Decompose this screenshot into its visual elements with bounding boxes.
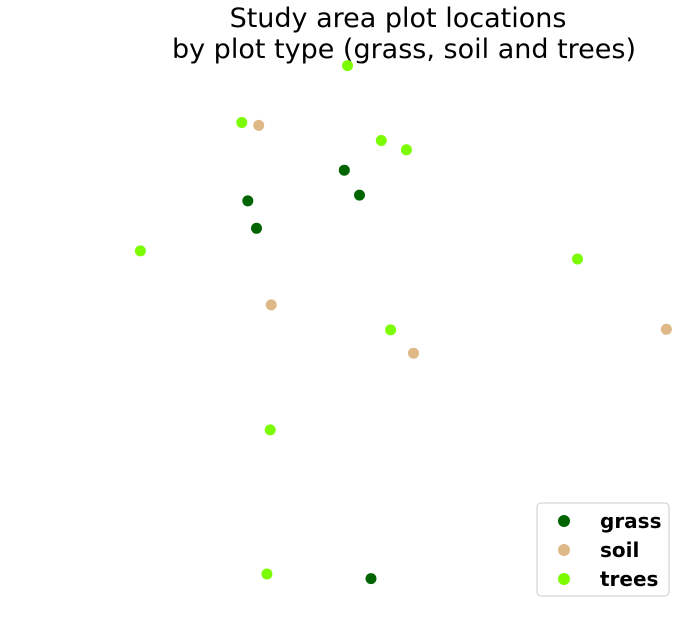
point-trees-9 [261, 568, 273, 580]
legend-marker-grass [558, 515, 570, 527]
chart-title: Study area plot locations by plot type (… [172, 3, 636, 65]
point-trees-6 [572, 253, 583, 265]
point-soil-2 [265, 299, 277, 311]
point-trees-1 [342, 60, 353, 72]
legend-frame [536, 502, 670, 597]
chart-title-line-1: Study area plot locations [230, 3, 567, 34]
plot-points [134, 60, 672, 585]
chart-title-line-2: by plot type (grass, soil and trees) [172, 34, 636, 65]
legend-entry-soil: soil [558, 538, 639, 562]
legend-entry-trees: trees [558, 567, 658, 591]
legend-entry-grass: grass [558, 509, 661, 533]
point-grass-2 [354, 189, 365, 201]
point-grass-3 [242, 195, 254, 207]
legend-label-grass: grass [600, 509, 661, 533]
point-trees-7 [385, 324, 397, 336]
point-trees-4 [400, 144, 412, 156]
point-grass-5 [365, 573, 377, 585]
legend-marker-trees [558, 573, 570, 585]
point-soil-1 [253, 119, 265, 131]
legend: grass soil trees [536, 502, 670, 597]
point-soil-3 [660, 323, 672, 335]
legend-entries: grass soil trees [558, 509, 661, 591]
legend-label-trees: trees [600, 567, 658, 591]
point-trees-3 [375, 135, 387, 146]
legend-marker-soil [558, 544, 570, 556]
point-grass-4 [251, 222, 262, 234]
point-soil-4 [408, 347, 419, 359]
point-trees-5 [134, 245, 146, 257]
point-trees-8 [264, 424, 276, 436]
legend-label-soil: soil [600, 538, 639, 562]
point-trees-2 [236, 117, 248, 128]
point-grass-1 [338, 164, 350, 176]
